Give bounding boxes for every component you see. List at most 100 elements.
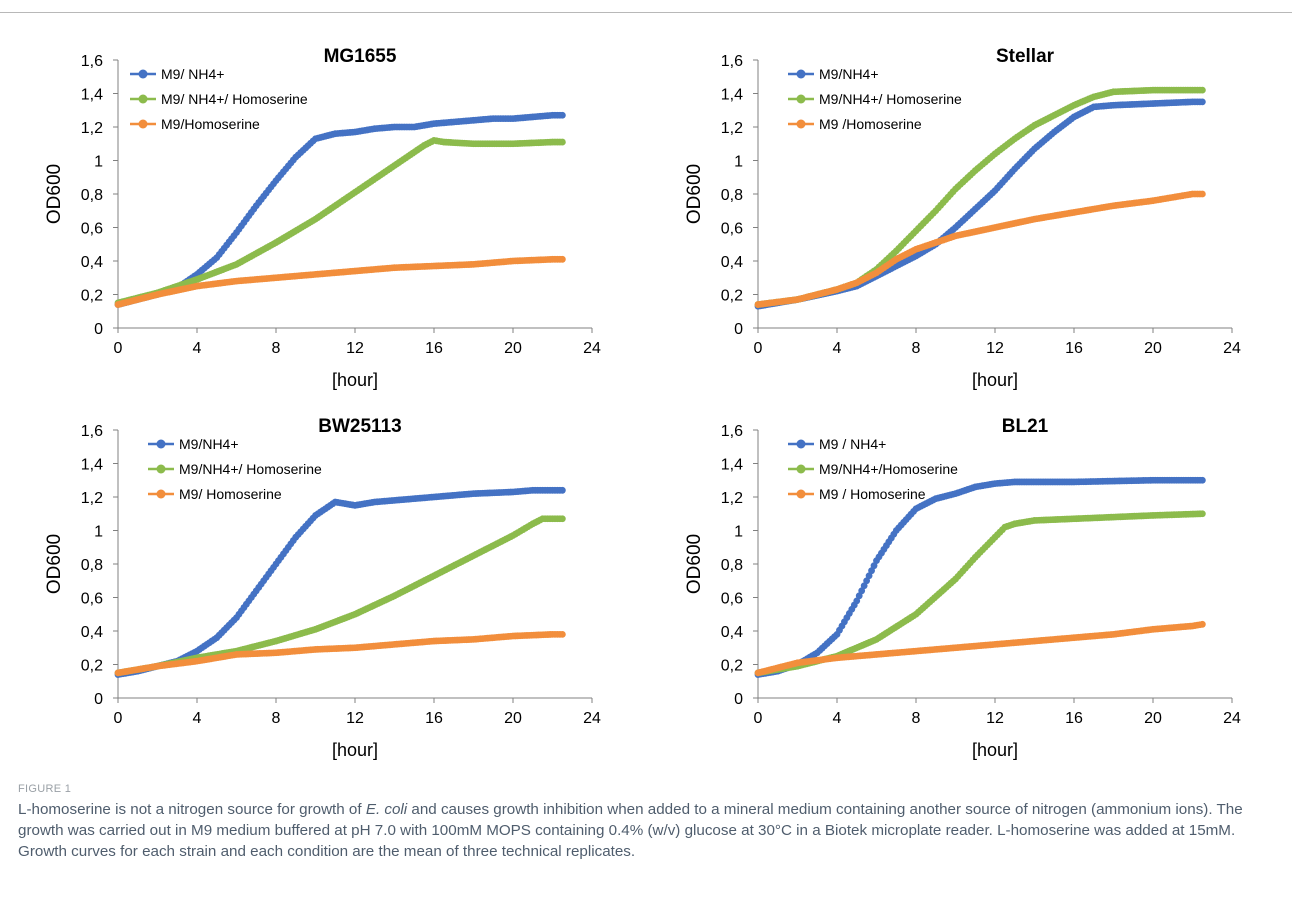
y-tick-label: 1,2 <box>81 120 103 137</box>
y-tick-label: 1,4 <box>81 457 103 474</box>
x-tick-label: 8 <box>272 710 281 727</box>
y-tick-label: 1 <box>94 524 103 541</box>
x-tick-label: 24 <box>1223 340 1241 357</box>
y-axis-title: OD600 <box>684 534 705 594</box>
legend-marker <box>796 489 806 499</box>
y-tick-label: 1,2 <box>721 120 743 137</box>
legend-marker <box>796 464 806 474</box>
data-point <box>868 567 875 575</box>
series-m9-homoserine <box>114 630 566 677</box>
data-point <box>1198 510 1206 518</box>
legend-label: M9 /Homoserine <box>819 116 922 132</box>
x-tick-label: 24 <box>1223 710 1241 727</box>
y-axis-title: OD600 <box>684 164 705 224</box>
y-tick-label: 1 <box>94 154 103 171</box>
x-tick-label: 8 <box>912 340 921 357</box>
legend-marker <box>796 119 806 129</box>
legend-marker <box>796 439 806 449</box>
series-m9-nh4-homoserine <box>114 515 566 677</box>
y-tick-label: 0,8 <box>81 557 103 574</box>
figure-frame <box>0 12 1292 915</box>
x-tick-label: 0 <box>114 340 123 357</box>
y-axis-title: OD600 <box>44 534 65 594</box>
x-tick-label: 16 <box>425 710 443 727</box>
x-axis-title: [hour] <box>972 370 1018 390</box>
legend-label: M9/NH4+/ Homoserine <box>179 461 322 477</box>
legend-label: M9/NH4+ <box>179 436 239 452</box>
y-tick-label: 0,4 <box>721 624 743 641</box>
series-m9-homoserine <box>754 620 1206 677</box>
x-tick-label: 24 <box>583 340 601 357</box>
y-tick-label: 0,2 <box>721 288 743 305</box>
x-tick-label: 0 <box>114 710 123 727</box>
x-tick-label: 16 <box>1065 710 1083 727</box>
chart-bw25113: 0 0,2 0,4 0,6 0,8 1 1,2 1,4 1,6 0 4 8 12 16 20 24 [hour]… <box>44 416 601 760</box>
y-tick-label: 1,6 <box>81 53 103 70</box>
series-m9-nh4 <box>754 476 1206 678</box>
data-point <box>1198 86 1206 94</box>
chart-title: MG1655 <box>324 46 397 67</box>
y-tick-label: 0,4 <box>721 254 743 271</box>
x-tick-label: 0 <box>754 710 763 727</box>
x-tick-label: 12 <box>346 340 364 357</box>
legend-marker <box>796 69 806 79</box>
y-tick-label: 1,6 <box>721 53 743 70</box>
x-axis-title: [hour] <box>972 740 1018 760</box>
data-point <box>860 582 868 590</box>
data-point <box>870 562 878 570</box>
y-tick-label: 0 <box>94 321 103 338</box>
data-point <box>558 111 566 119</box>
y-tick-label: 0,2 <box>721 658 743 675</box>
y-tick-label: 0,6 <box>81 591 103 608</box>
legend-label: M9 / NH4+ <box>819 436 886 452</box>
x-tick-label: 20 <box>1144 710 1162 727</box>
data-point <box>558 486 566 494</box>
caption-text-part: and causes growth inhibition when added … <box>18 801 1243 860</box>
data-point <box>858 587 866 595</box>
legend-marker <box>156 439 166 449</box>
chart-panel-bl21: 0 0,2 0,4 0,6 0,8 1 1,2 1,4 1,6 0 4 8 12 16 20 24 [hour]… <box>640 408 1280 783</box>
y-tick-label: 1,4 <box>81 87 103 104</box>
chart-mg1655: 0 0,2 0,4 0,6 0,8 1 1,2 1,4 1,6 0 4 8 12 16 20 24 [hour]… <box>44 46 601 390</box>
y-tick-label: 0,6 <box>81 221 103 238</box>
data-point <box>1198 190 1206 198</box>
data-point <box>1198 620 1206 628</box>
legend-marker <box>156 464 166 474</box>
data-point <box>855 592 863 600</box>
data-point <box>558 515 566 523</box>
y-tick-label: 0,2 <box>81 288 103 305</box>
y-tick-label: 1,6 <box>81 423 103 440</box>
legend-label: M9/ NH4+ <box>161 66 224 82</box>
y-tick-label: 0,8 <box>721 187 743 204</box>
x-axis-title: [hour] <box>332 740 378 760</box>
legend-label: M9/ Homoserine <box>179 486 282 502</box>
y-tick-label: 0,6 <box>721 221 743 238</box>
chart-panel-stellar: 0 0,2 0,4 0,6 0,8 1 1,2 1,4 1,6 0 4 8 12 16 20 24 [hour]… <box>640 38 1280 413</box>
y-tick-label: 0,8 <box>81 187 103 204</box>
data-point <box>1198 476 1206 484</box>
data-point <box>1198 98 1206 106</box>
x-tick-label: 12 <box>986 710 1004 727</box>
data-point <box>558 630 566 638</box>
y-tick-label: 0,4 <box>81 624 103 641</box>
legend-label: M9/NH4+ <box>819 66 879 82</box>
legend-label: M9/NH4+/ Homoserine <box>819 91 962 107</box>
y-tick-label: 0 <box>734 691 743 708</box>
y-tick-label: 0 <box>94 691 103 708</box>
y-axis-title: OD600 <box>44 164 65 224</box>
figure-caption: FIGURE 1 L-homoserine is not a nitrogen … <box>18 783 1273 862</box>
y-tick-label: 0,4 <box>81 254 103 271</box>
x-tick-label: 4 <box>193 710 202 727</box>
x-tick-label: 20 <box>1144 340 1162 357</box>
chart-panel-mg1655: 0 0,2 0,4 0,6 0,8 1 1,2 1,4 1,6 0 4 8 12 16 20 24 [hour]… <box>0 38 640 413</box>
x-tick-label: 8 <box>912 710 921 727</box>
y-tick-label: 1,4 <box>721 457 743 474</box>
caption-text: L-homoserine is not a nitrogen source fo… <box>18 799 1273 862</box>
data-point <box>863 577 871 585</box>
y-tick-label: 0,6 <box>721 591 743 608</box>
series-m9-nh4-homoserine <box>114 137 566 307</box>
x-tick-label: 20 <box>504 340 522 357</box>
y-tick-label: 1,2 <box>721 490 743 507</box>
y-tick-label: 0 <box>734 321 743 338</box>
x-axis-title: [hour] <box>332 370 378 390</box>
